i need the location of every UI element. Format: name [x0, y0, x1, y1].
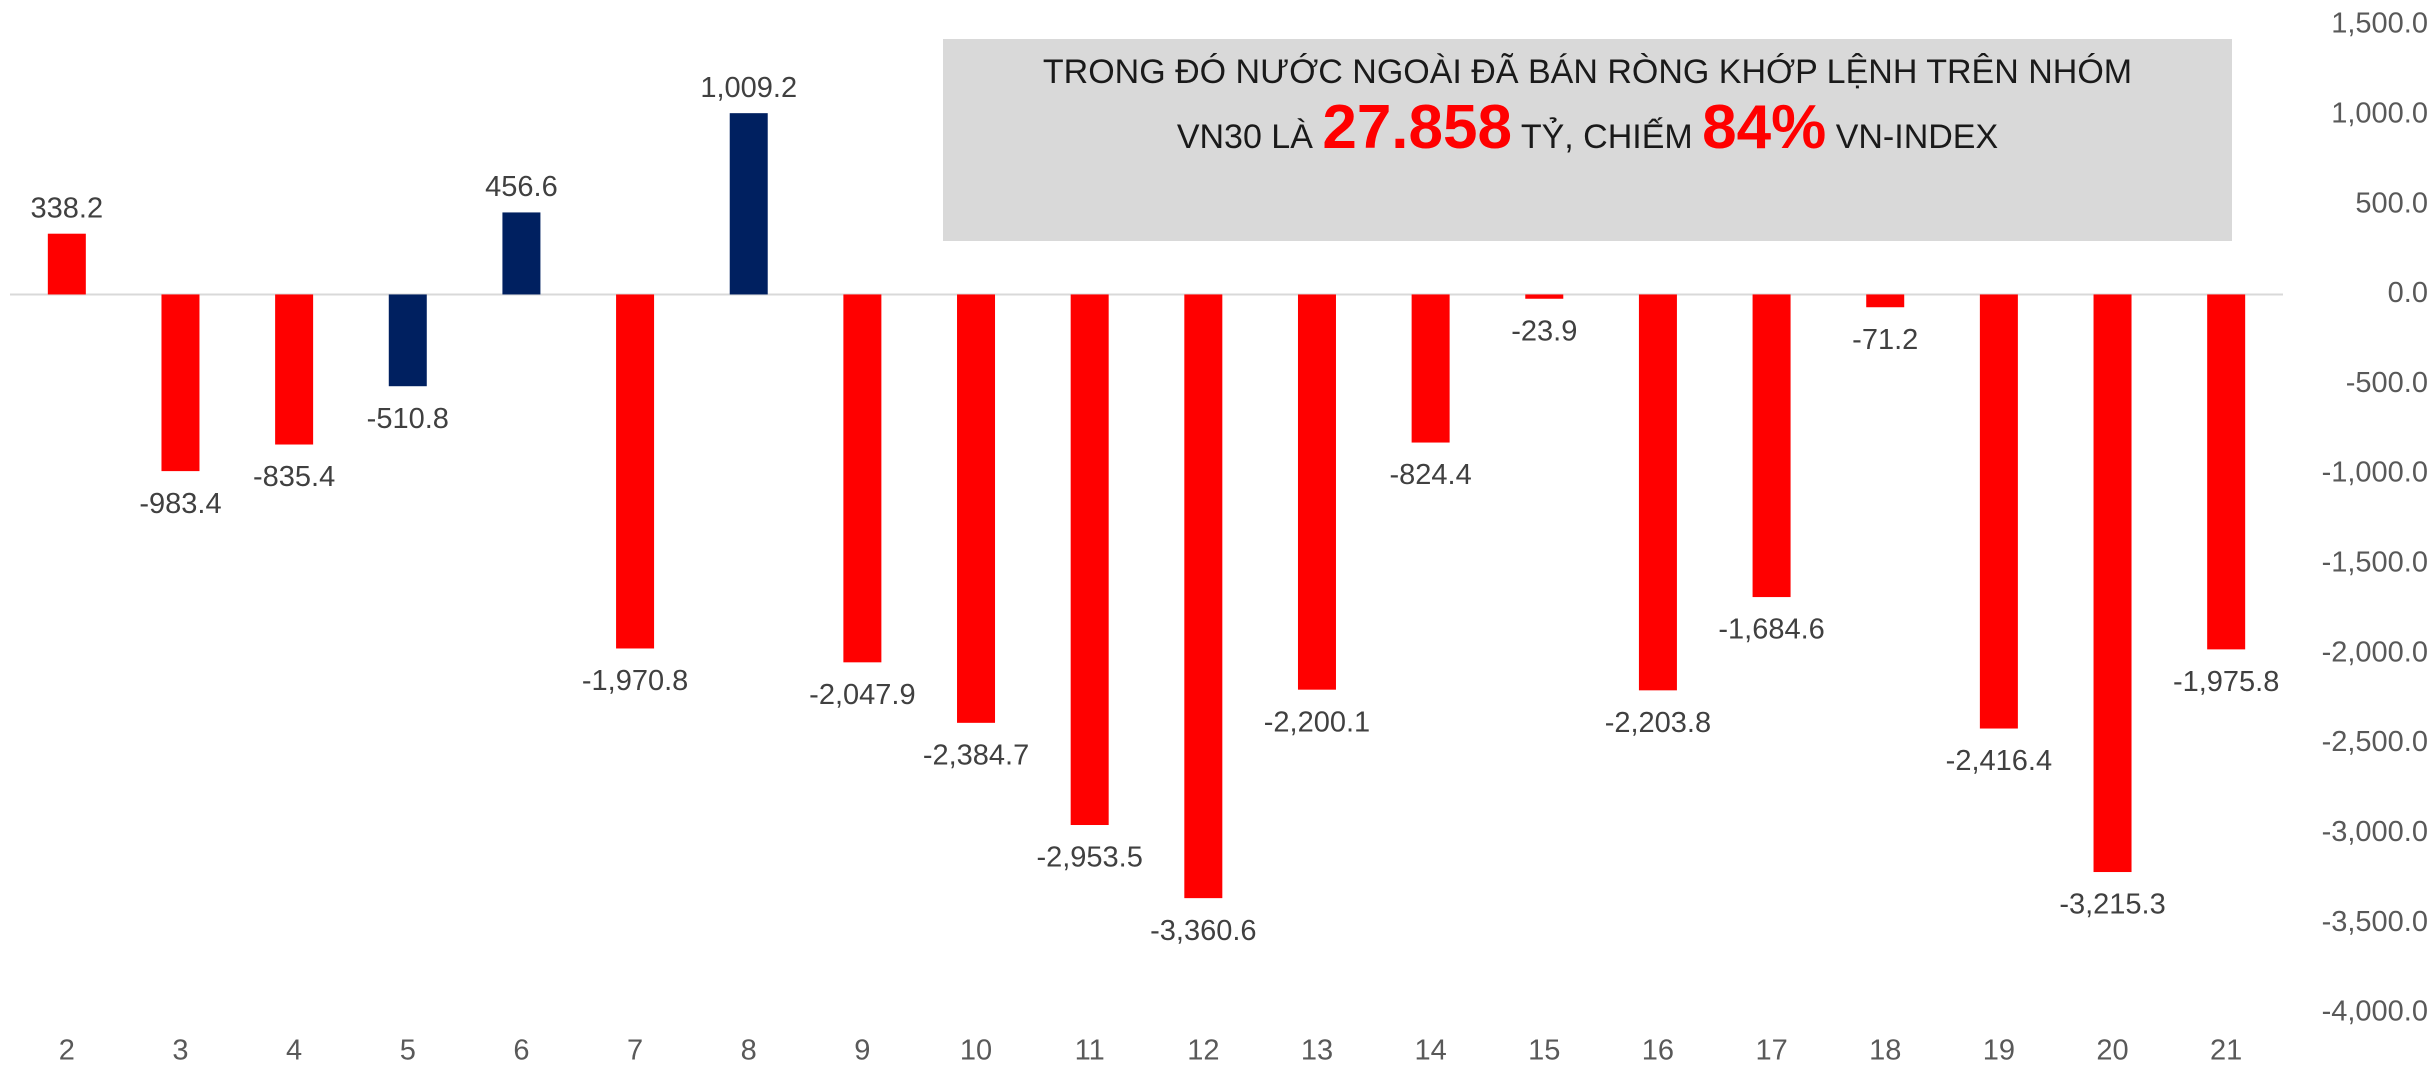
- y-tick-label: 1,500.0: [2331, 8, 2428, 40]
- x-tick-label: 9: [854, 1035, 870, 1065]
- data-label: -2,200.1: [1264, 706, 1370, 738]
- bar: [843, 294, 882, 663]
- data-label: -71.2: [1852, 324, 1918, 356]
- x-tick-label: 21: [2210, 1035, 2242, 1065]
- y-tick-label: -3,500.0: [2322, 906, 2428, 938]
- bar: [388, 294, 427, 387]
- bar: [1070, 294, 1109, 826]
- x-tick-label: 6: [513, 1035, 529, 1065]
- x-tick-label: 7: [627, 1035, 643, 1065]
- bar: [957, 294, 996, 723]
- y-tick-label: -4,000.0: [2322, 996, 2428, 1028]
- bar: [729, 113, 768, 295]
- data-label: -2,384.7: [923, 739, 1029, 771]
- annotation-highlight: 84%: [1702, 93, 1827, 162]
- data-label: -2,047.9: [809, 679, 915, 711]
- bar: [1411, 294, 1450, 443]
- x-tick-label: 19: [1983, 1035, 2015, 1065]
- data-label: 456.6: [485, 171, 558, 203]
- y-tick-label: -1,000.0: [2322, 457, 2428, 489]
- bar: [1297, 294, 1336, 690]
- data-label: -23.9: [1511, 315, 1577, 347]
- y-tick-label: 500.0: [2355, 187, 2428, 219]
- x-tick-label: 15: [1528, 1035, 1560, 1065]
- annotation-box: TRONG ĐÓ NƯỚC NGOÀI ĐÃ BÁN RÒNG KHỚP LỆN…: [943, 39, 2232, 241]
- bar: [47, 233, 86, 295]
- x-tick-label: 8: [741, 1035, 757, 1065]
- annotation-text: VN-INDEX: [1826, 118, 1999, 156]
- y-tick-label: 1,000.0: [2331, 97, 2428, 129]
- x-tick-label: 5: [400, 1035, 416, 1065]
- data-label: -1,684.6: [1718, 614, 1824, 646]
- x-tick-label: 10: [960, 1035, 992, 1065]
- bar: [1525, 294, 1564, 299]
- data-label: -3,215.3: [2059, 889, 2165, 921]
- data-label: -510.8: [367, 403, 449, 435]
- bar: [1979, 294, 2018, 729]
- bar: [1752, 294, 1791, 598]
- data-label: -3,360.6: [1150, 915, 1256, 947]
- annotation-line: VN30 LÀ 27.858 TỶ, CHIẾM 84% VN-INDEX: [943, 92, 2232, 173]
- bar: [161, 294, 200, 472]
- y-tick-label: -1,500.0: [2322, 547, 2428, 579]
- annotation-highlight: 27.858: [1322, 93, 1512, 162]
- data-label: -2,953.5: [1036, 842, 1142, 874]
- bar: [2093, 294, 2132, 873]
- annotation-text: TỶ, CHIẾM: [1511, 118, 1703, 156]
- x-tick-label: 20: [2096, 1035, 2128, 1065]
- bar: [1866, 294, 1905, 308]
- bar: [1184, 294, 1223, 899]
- y-tick-label: -2,500.0: [2322, 726, 2428, 758]
- x-tick-label: 2: [59, 1035, 75, 1065]
- annotation-text: VN30 LÀ: [1176, 118, 1323, 156]
- x-tick-label: 4: [286, 1035, 302, 1065]
- data-label: -835.4: [253, 461, 335, 493]
- data-label: -1,970.8: [582, 665, 688, 697]
- data-label: 1,009.2: [700, 72, 797, 104]
- x-tick-label: 3: [172, 1035, 188, 1065]
- bar: [275, 294, 314, 445]
- bar: [1638, 294, 1677, 691]
- y-tick-label: -2,000.0: [2322, 636, 2428, 668]
- data-label: -1,975.8: [2173, 666, 2279, 698]
- x-tick-label: 11: [1075, 1035, 1105, 1065]
- y-tick-label: 0.0: [2388, 277, 2428, 309]
- data-label: 338.2: [31, 192, 104, 224]
- x-tick-label: 18: [1869, 1035, 1901, 1065]
- bar: [2207, 294, 2246, 650]
- data-label: -2,416.4: [1946, 745, 2052, 777]
- x-tick-label: 14: [1414, 1035, 1446, 1065]
- y-tick-label: -500.0: [2346, 367, 2428, 399]
- annotation-line: TRONG ĐÓ NƯỚC NGOÀI ĐÃ BÁN RÒNG KHỚP LỆN…: [1042, 53, 2133, 91]
- bar: [502, 212, 541, 295]
- x-tick-label: 16: [1642, 1035, 1674, 1065]
- x-tick-label: 17: [1755, 1035, 1787, 1065]
- bar: [616, 294, 655, 649]
- data-label: -824.4: [1390, 459, 1472, 491]
- data-label: -983.4: [139, 488, 221, 520]
- y-tick-label: -3,000.0: [2322, 816, 2428, 848]
- x-tick-label: 12: [1187, 1035, 1219, 1065]
- x-tick-label: 13: [1301, 1035, 1333, 1065]
- data-label: -2,203.8: [1605, 707, 1711, 739]
